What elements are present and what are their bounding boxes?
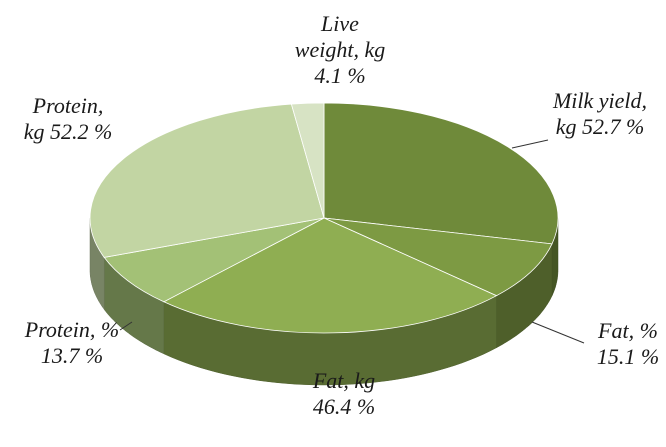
slice-label-line: weight, kg xyxy=(295,37,385,62)
slice-label: Fat, kg 46.4 % xyxy=(312,368,375,419)
slice-label-line: 15.1 % xyxy=(597,344,659,369)
slice-label-line: Fat, % xyxy=(597,318,658,343)
slice-label-line: 4.1 % xyxy=(314,63,365,88)
slice-label-line: kg 52.2 % xyxy=(24,119,113,144)
slice-label-line: 13.7 % xyxy=(41,343,103,368)
slice-label: Live weight, kg 4.1 % xyxy=(295,11,385,88)
slice-label-line: Protein, % xyxy=(24,317,120,342)
slice-label: Milk yield, kg 52.7 % xyxy=(552,88,647,139)
leader-line xyxy=(511,139,549,149)
slice-label: Protein, % 13.7 % xyxy=(24,317,120,368)
pie-side-walls xyxy=(89,218,559,386)
slice-label-line: 46.4 % xyxy=(313,394,375,419)
slice-label: Protein, kg 52.2 % xyxy=(24,93,113,144)
leader-line xyxy=(531,321,585,344)
leader-line xyxy=(119,321,133,331)
pie-slice xyxy=(323,217,553,297)
pie-slice xyxy=(89,103,325,258)
pie-slice xyxy=(103,217,325,303)
slice-label-line: Protein, xyxy=(32,93,104,118)
pie-slice xyxy=(290,102,325,219)
pie-slice xyxy=(162,217,498,334)
slice-label-line: Milk yield, xyxy=(552,88,647,113)
slice-label-line: Live xyxy=(320,11,359,36)
slice-label-line: kg 52.7 % xyxy=(556,114,645,139)
pie-slice xyxy=(323,102,559,245)
slice-label: Fat, % 15.1 % xyxy=(597,318,659,369)
pie-top-faces xyxy=(89,102,559,334)
slice-label-line: Fat, kg xyxy=(312,368,375,393)
